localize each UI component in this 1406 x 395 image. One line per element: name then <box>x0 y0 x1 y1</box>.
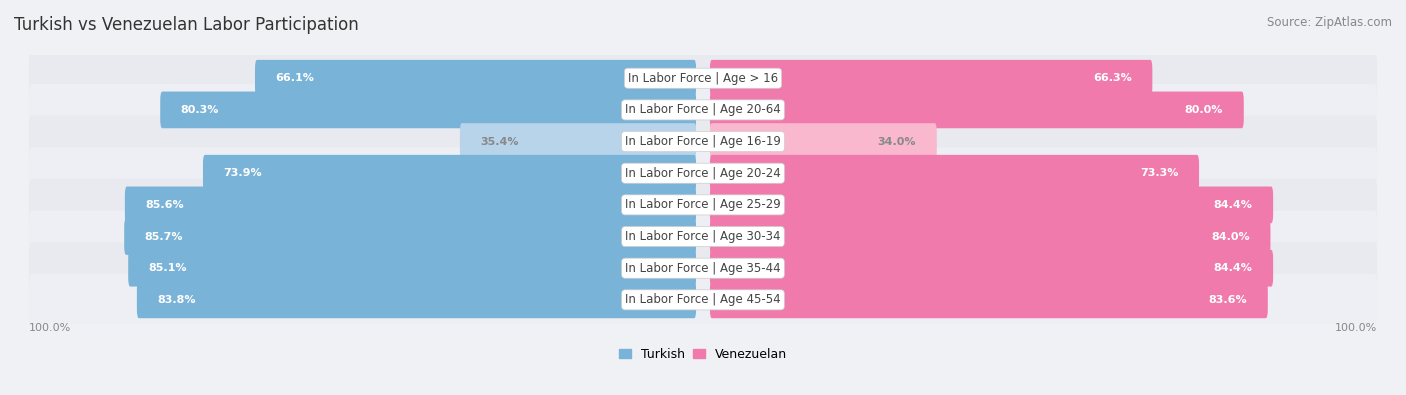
FancyBboxPatch shape <box>710 155 1199 192</box>
Text: 85.7%: 85.7% <box>145 231 183 241</box>
Text: In Labor Force | Age 25-29: In Labor Force | Age 25-29 <box>626 198 780 211</box>
FancyBboxPatch shape <box>710 250 1272 286</box>
Text: 83.8%: 83.8% <box>157 295 195 305</box>
Text: 85.1%: 85.1% <box>149 263 187 273</box>
FancyBboxPatch shape <box>710 60 1153 97</box>
FancyBboxPatch shape <box>160 92 696 128</box>
FancyBboxPatch shape <box>28 84 1378 136</box>
Text: 80.3%: 80.3% <box>181 105 219 115</box>
FancyBboxPatch shape <box>28 211 1378 263</box>
Text: 83.6%: 83.6% <box>1209 295 1247 305</box>
FancyBboxPatch shape <box>28 242 1378 294</box>
FancyBboxPatch shape <box>28 274 1378 326</box>
FancyBboxPatch shape <box>28 52 1378 104</box>
Text: In Labor Force | Age 45-54: In Labor Force | Age 45-54 <box>626 293 780 307</box>
Text: In Labor Force | Age > 16: In Labor Force | Age > 16 <box>628 72 778 85</box>
Text: Source: ZipAtlas.com: Source: ZipAtlas.com <box>1267 16 1392 29</box>
FancyBboxPatch shape <box>710 186 1272 223</box>
Text: In Labor Force | Age 20-24: In Labor Force | Age 20-24 <box>626 167 780 180</box>
Text: 73.3%: 73.3% <box>1140 168 1178 178</box>
FancyBboxPatch shape <box>710 92 1244 128</box>
FancyBboxPatch shape <box>28 116 1378 167</box>
FancyBboxPatch shape <box>460 123 696 160</box>
Text: In Labor Force | Age 30-34: In Labor Force | Age 30-34 <box>626 230 780 243</box>
Text: 84.4%: 84.4% <box>1213 263 1253 273</box>
FancyBboxPatch shape <box>136 282 696 318</box>
Text: 66.1%: 66.1% <box>276 73 315 83</box>
FancyBboxPatch shape <box>28 147 1378 199</box>
Text: In Labor Force | Age 35-44: In Labor Force | Age 35-44 <box>626 262 780 275</box>
Text: 85.6%: 85.6% <box>145 200 184 210</box>
Text: Turkish vs Venezuelan Labor Participation: Turkish vs Venezuelan Labor Participatio… <box>14 16 359 34</box>
FancyBboxPatch shape <box>125 186 696 223</box>
Text: 66.3%: 66.3% <box>1092 73 1132 83</box>
FancyBboxPatch shape <box>124 218 696 255</box>
Legend: Turkish, Venezuelan: Turkish, Venezuelan <box>613 343 793 366</box>
FancyBboxPatch shape <box>202 155 696 192</box>
Text: 84.0%: 84.0% <box>1211 231 1250 241</box>
Text: In Labor Force | Age 16-19: In Labor Force | Age 16-19 <box>626 135 780 148</box>
FancyBboxPatch shape <box>254 60 696 97</box>
Text: 34.0%: 34.0% <box>877 137 917 147</box>
FancyBboxPatch shape <box>128 250 696 286</box>
Text: 100.0%: 100.0% <box>28 323 72 333</box>
Text: 84.4%: 84.4% <box>1213 200 1253 210</box>
FancyBboxPatch shape <box>710 282 1268 318</box>
FancyBboxPatch shape <box>28 179 1378 231</box>
FancyBboxPatch shape <box>710 123 936 160</box>
Text: 80.0%: 80.0% <box>1185 105 1223 115</box>
FancyBboxPatch shape <box>710 218 1271 255</box>
Text: 100.0%: 100.0% <box>1334 323 1378 333</box>
Text: 73.9%: 73.9% <box>224 168 262 178</box>
Text: In Labor Force | Age 20-64: In Labor Force | Age 20-64 <box>626 103 780 117</box>
Text: 35.4%: 35.4% <box>481 137 519 147</box>
